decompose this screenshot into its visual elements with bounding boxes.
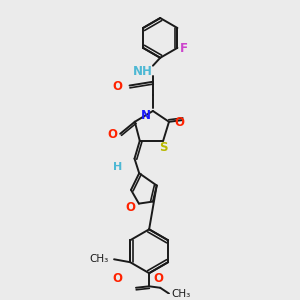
Text: O: O — [107, 128, 117, 141]
Text: H: H — [113, 162, 122, 172]
Text: CH₃: CH₃ — [171, 289, 190, 298]
Text: O: O — [113, 272, 123, 285]
Text: O: O — [113, 80, 123, 93]
Text: N: N — [141, 109, 151, 122]
Text: F: F — [180, 42, 188, 55]
Text: O: O — [153, 272, 163, 286]
Text: O: O — [174, 116, 184, 129]
Text: CH₃: CH₃ — [90, 254, 109, 264]
Text: O: O — [126, 202, 136, 214]
Text: S: S — [159, 141, 167, 154]
Text: NH: NH — [133, 65, 153, 78]
